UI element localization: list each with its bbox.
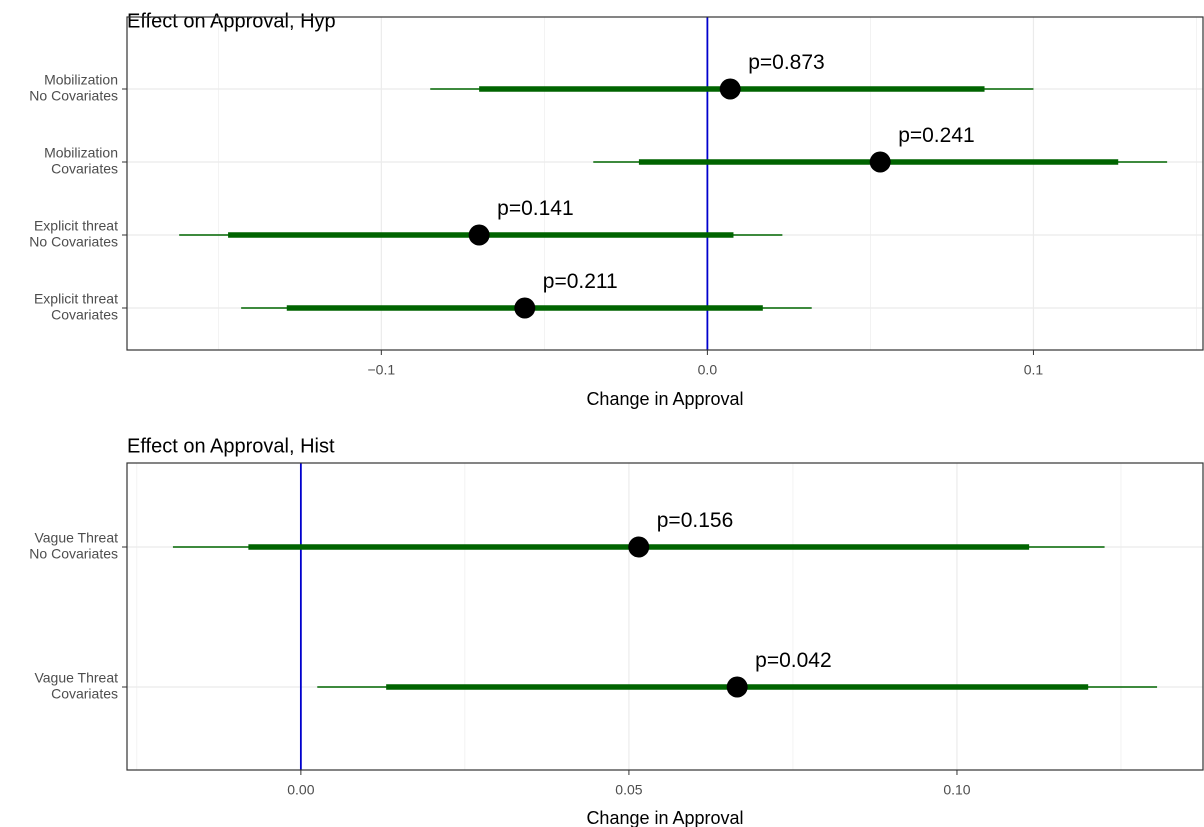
x-axis-label: Change in Approval bbox=[586, 808, 743, 827]
row-label-line1: Mobilization bbox=[44, 145, 118, 161]
chart-title: Effect on Approval, Hist bbox=[127, 435, 335, 457]
row-label-line2: Covariates bbox=[51, 161, 118, 177]
row-label-line2: No Covariates bbox=[29, 546, 118, 562]
row-label-line1: Explicit threat bbox=[34, 218, 118, 234]
p-value-label: p=0.873 bbox=[748, 51, 825, 74]
chart-title: Effect on Approval, Hyp bbox=[127, 10, 336, 32]
p-value-label: p=0.241 bbox=[898, 124, 975, 147]
estimate-point bbox=[468, 224, 490, 246]
row-label-line2: Covariates bbox=[51, 307, 118, 323]
forest-panel-2: Effect on Approval, Hist p=0.156 Vague Thr… bbox=[29, 435, 1204, 827]
x-tick-label: 0.00 bbox=[287, 782, 314, 798]
x-tick-label: 0.05 bbox=[615, 782, 642, 798]
row-label-line1: Vague Threat bbox=[34, 530, 118, 546]
p-value-label: p=0.211 bbox=[543, 270, 618, 293]
panel-border bbox=[126, 462, 1204, 771]
row-label-line2: No Covariates bbox=[29, 234, 118, 250]
x-tick-label: 0.1 bbox=[1024, 362, 1044, 378]
forest-panel-1: Effect on Approval, Hyp p=0.873 Mobilizati… bbox=[29, 10, 1204, 409]
row-label-line2: Covariates bbox=[51, 686, 118, 702]
estimate-point bbox=[514, 297, 536, 319]
x-tick-label: 0.10 bbox=[943, 782, 970, 798]
estimate-point bbox=[726, 676, 748, 698]
estimate-point bbox=[628, 536, 650, 558]
p-value-label: p=0.042 bbox=[755, 649, 832, 672]
x-tick-label: 0.0 bbox=[698, 362, 718, 378]
x-axis-label: Change in Approval bbox=[586, 389, 743, 409]
estimate-point bbox=[719, 78, 741, 100]
row-label-line2: No Covariates bbox=[29, 88, 118, 104]
row-label-line1: Vague Threat bbox=[34, 670, 118, 686]
p-value-label: p=0.156 bbox=[657, 509, 734, 532]
x-tick-label: −0.1 bbox=[368, 362, 396, 378]
row-label-line1: Explicit threat bbox=[34, 291, 118, 307]
panel-border bbox=[126, 16, 1204, 351]
row-label-line1: Mobilization bbox=[44, 72, 118, 88]
p-value-label: p=0.141 bbox=[497, 197, 574, 220]
estimate-point bbox=[869, 151, 891, 173]
